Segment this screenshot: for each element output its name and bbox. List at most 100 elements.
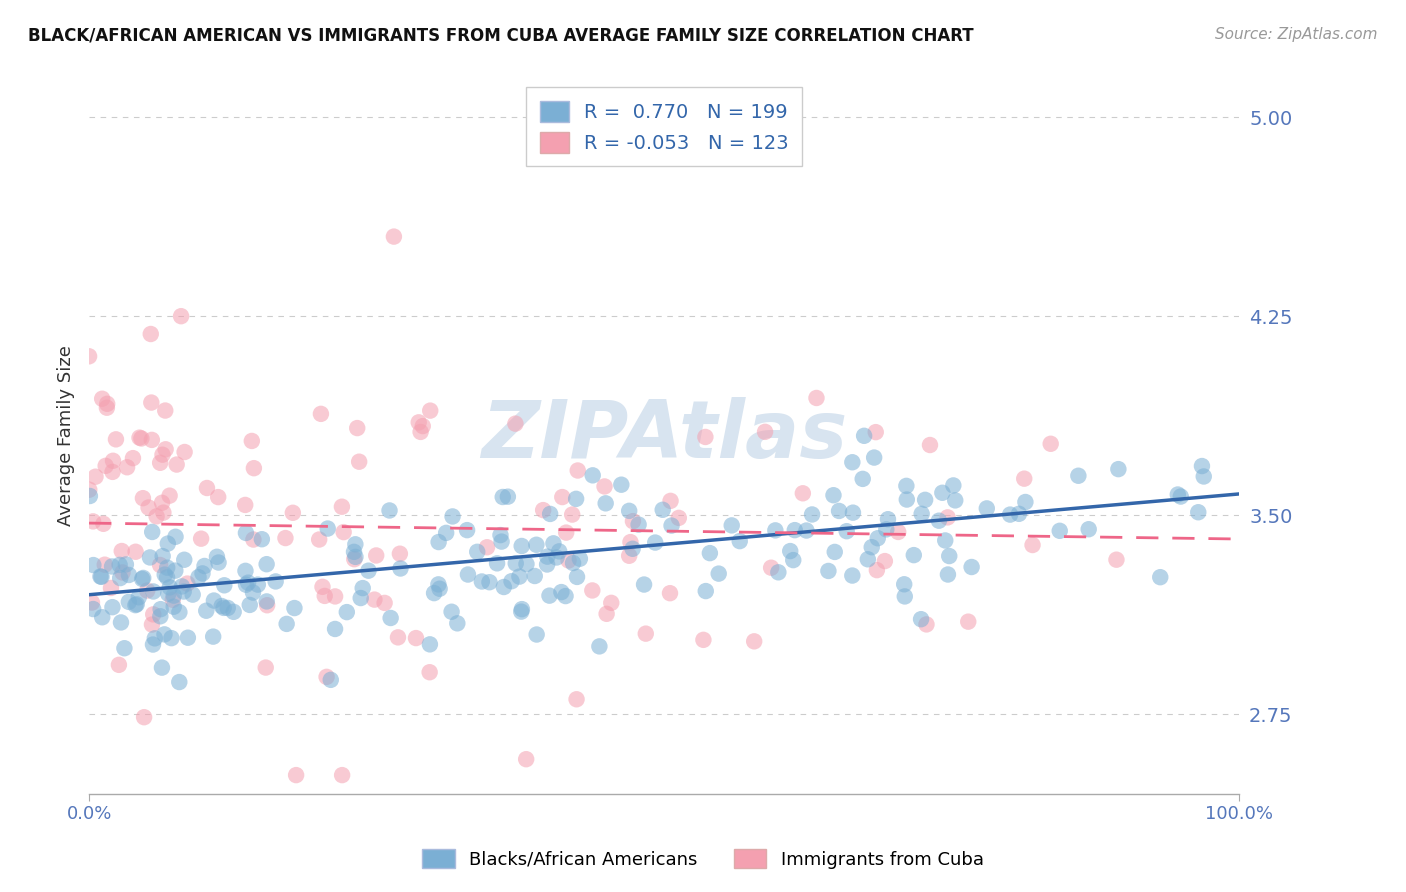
Point — [896, 479, 918, 493]
Point — [707, 566, 730, 581]
Point — [801, 508, 824, 522]
Point — [976, 501, 998, 516]
Point — [163, 589, 186, 603]
Point — [90, 570, 112, 584]
Point — [651, 503, 673, 517]
Point — [548, 544, 571, 558]
Point — [276, 616, 298, 631]
Point — [1187, 505, 1209, 519]
Point — [285, 768, 308, 782]
Point — [568, 551, 591, 566]
Point — [1049, 524, 1071, 538]
Point — [101, 454, 124, 468]
Point — [323, 622, 346, 636]
Point — [243, 461, 266, 475]
Point — [250, 533, 273, 547]
Point — [77, 483, 100, 497]
Point — [157, 587, 180, 601]
Point — [668, 511, 690, 525]
Point — [866, 531, 889, 545]
Point — [142, 638, 165, 652]
Point — [388, 547, 411, 561]
Point — [96, 401, 118, 415]
Point — [630, 805, 652, 820]
Point — [695, 430, 717, 444]
Point — [619, 504, 641, 518]
Point — [792, 486, 814, 500]
Point — [242, 533, 264, 547]
Point — [108, 657, 131, 672]
Point — [94, 558, 117, 572]
Point — [866, 563, 889, 577]
Point — [274, 531, 297, 545]
Point — [84, 469, 107, 483]
Point — [600, 596, 623, 610]
Point — [79, 489, 101, 503]
Point — [763, 524, 786, 538]
Point — [330, 768, 353, 782]
Point — [344, 537, 367, 551]
Point — [169, 675, 191, 690]
Point — [823, 488, 845, 502]
Point — [817, 564, 839, 578]
Point — [343, 552, 366, 566]
Point — [728, 534, 751, 549]
Point — [336, 605, 359, 619]
Point — [557, 553, 579, 567]
Point — [835, 524, 858, 539]
Point — [380, 611, 402, 625]
Point — [567, 463, 589, 477]
Point — [347, 455, 370, 469]
Point — [256, 558, 278, 572]
Point — [316, 522, 339, 536]
Point — [471, 574, 494, 589]
Point — [692, 632, 714, 647]
Point — [319, 673, 342, 687]
Point — [138, 500, 160, 515]
Point — [195, 604, 218, 618]
Point — [896, 492, 918, 507]
Point — [695, 584, 717, 599]
Point — [141, 433, 163, 447]
Point — [256, 599, 278, 613]
Point — [588, 640, 610, 654]
Point — [165, 564, 187, 578]
Point — [205, 549, 228, 564]
Point — [875, 522, 897, 536]
Point — [510, 602, 533, 616]
Point — [429, 582, 451, 596]
Point — [350, 591, 373, 605]
Point — [100, 581, 122, 595]
Point — [523, 569, 546, 583]
Point — [510, 605, 533, 619]
Point — [610, 477, 633, 491]
Point — [202, 630, 225, 644]
Point — [118, 568, 141, 582]
Point — [562, 556, 585, 570]
Point — [176, 576, 198, 591]
Point — [595, 607, 617, 621]
Point — [581, 583, 603, 598]
Point — [159, 489, 181, 503]
Point — [141, 395, 163, 409]
Point — [131, 572, 153, 586]
Point — [408, 415, 430, 429]
Point — [538, 507, 561, 521]
Point — [565, 491, 588, 506]
Point — [112, 641, 135, 656]
Point — [936, 510, 959, 524]
Text: Source: ZipAtlas.com: Source: ZipAtlas.com — [1215, 27, 1378, 42]
Point — [96, 397, 118, 411]
Point — [526, 627, 548, 641]
Point — [91, 392, 114, 406]
Point — [841, 568, 863, 582]
Point — [122, 451, 145, 466]
Point — [193, 559, 215, 574]
Point — [142, 607, 165, 622]
Point — [824, 545, 846, 559]
Point — [346, 421, 368, 435]
Point — [165, 530, 187, 544]
Point — [1077, 522, 1099, 536]
Point — [387, 631, 409, 645]
Point — [153, 627, 176, 641]
